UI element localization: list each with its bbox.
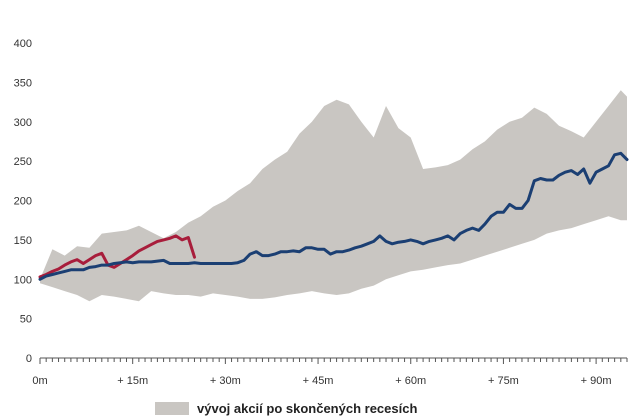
y-tick-label: 50 (20, 314, 32, 326)
y-tick-label: 200 (14, 196, 32, 208)
x-tick-label: 0m (32, 375, 47, 387)
y-tick-label: 350 (14, 77, 32, 89)
y-tick-label: 250 (14, 156, 32, 168)
series-layer (38, 151, 629, 281)
axis-layer: 0m + 15m + 30m + 45m + 60m + 75m + 90m 0 50 100 15… (14, 38, 628, 387)
y-tick-label: 100 (14, 274, 32, 286)
y-tick-label: 400 (14, 38, 32, 50)
legend-label: vývoj akcií po skončených recesích (197, 401, 417, 416)
historical-range-band (40, 90, 627, 302)
x-tick-label: + 60m (395, 375, 426, 387)
x-tick-label: + 30m (210, 375, 241, 387)
band-layer (40, 90, 627, 302)
x-tick-label: + 75m (488, 375, 519, 387)
y-tick-label: 150 (14, 235, 32, 247)
y-tick-label: 300 (14, 117, 32, 129)
x-tick-label: + 15m (117, 375, 148, 387)
y-tick-label: 0 (26, 353, 32, 365)
x-tick-label: + 45m (303, 375, 334, 387)
median-series-line (38, 151, 629, 281)
legend-band-swatch (155, 402, 189, 415)
x-tick-label: + 90m (581, 375, 612, 387)
current-series-line (38, 234, 196, 279)
legend: vývoj akcií po skončených recesích (155, 401, 417, 416)
